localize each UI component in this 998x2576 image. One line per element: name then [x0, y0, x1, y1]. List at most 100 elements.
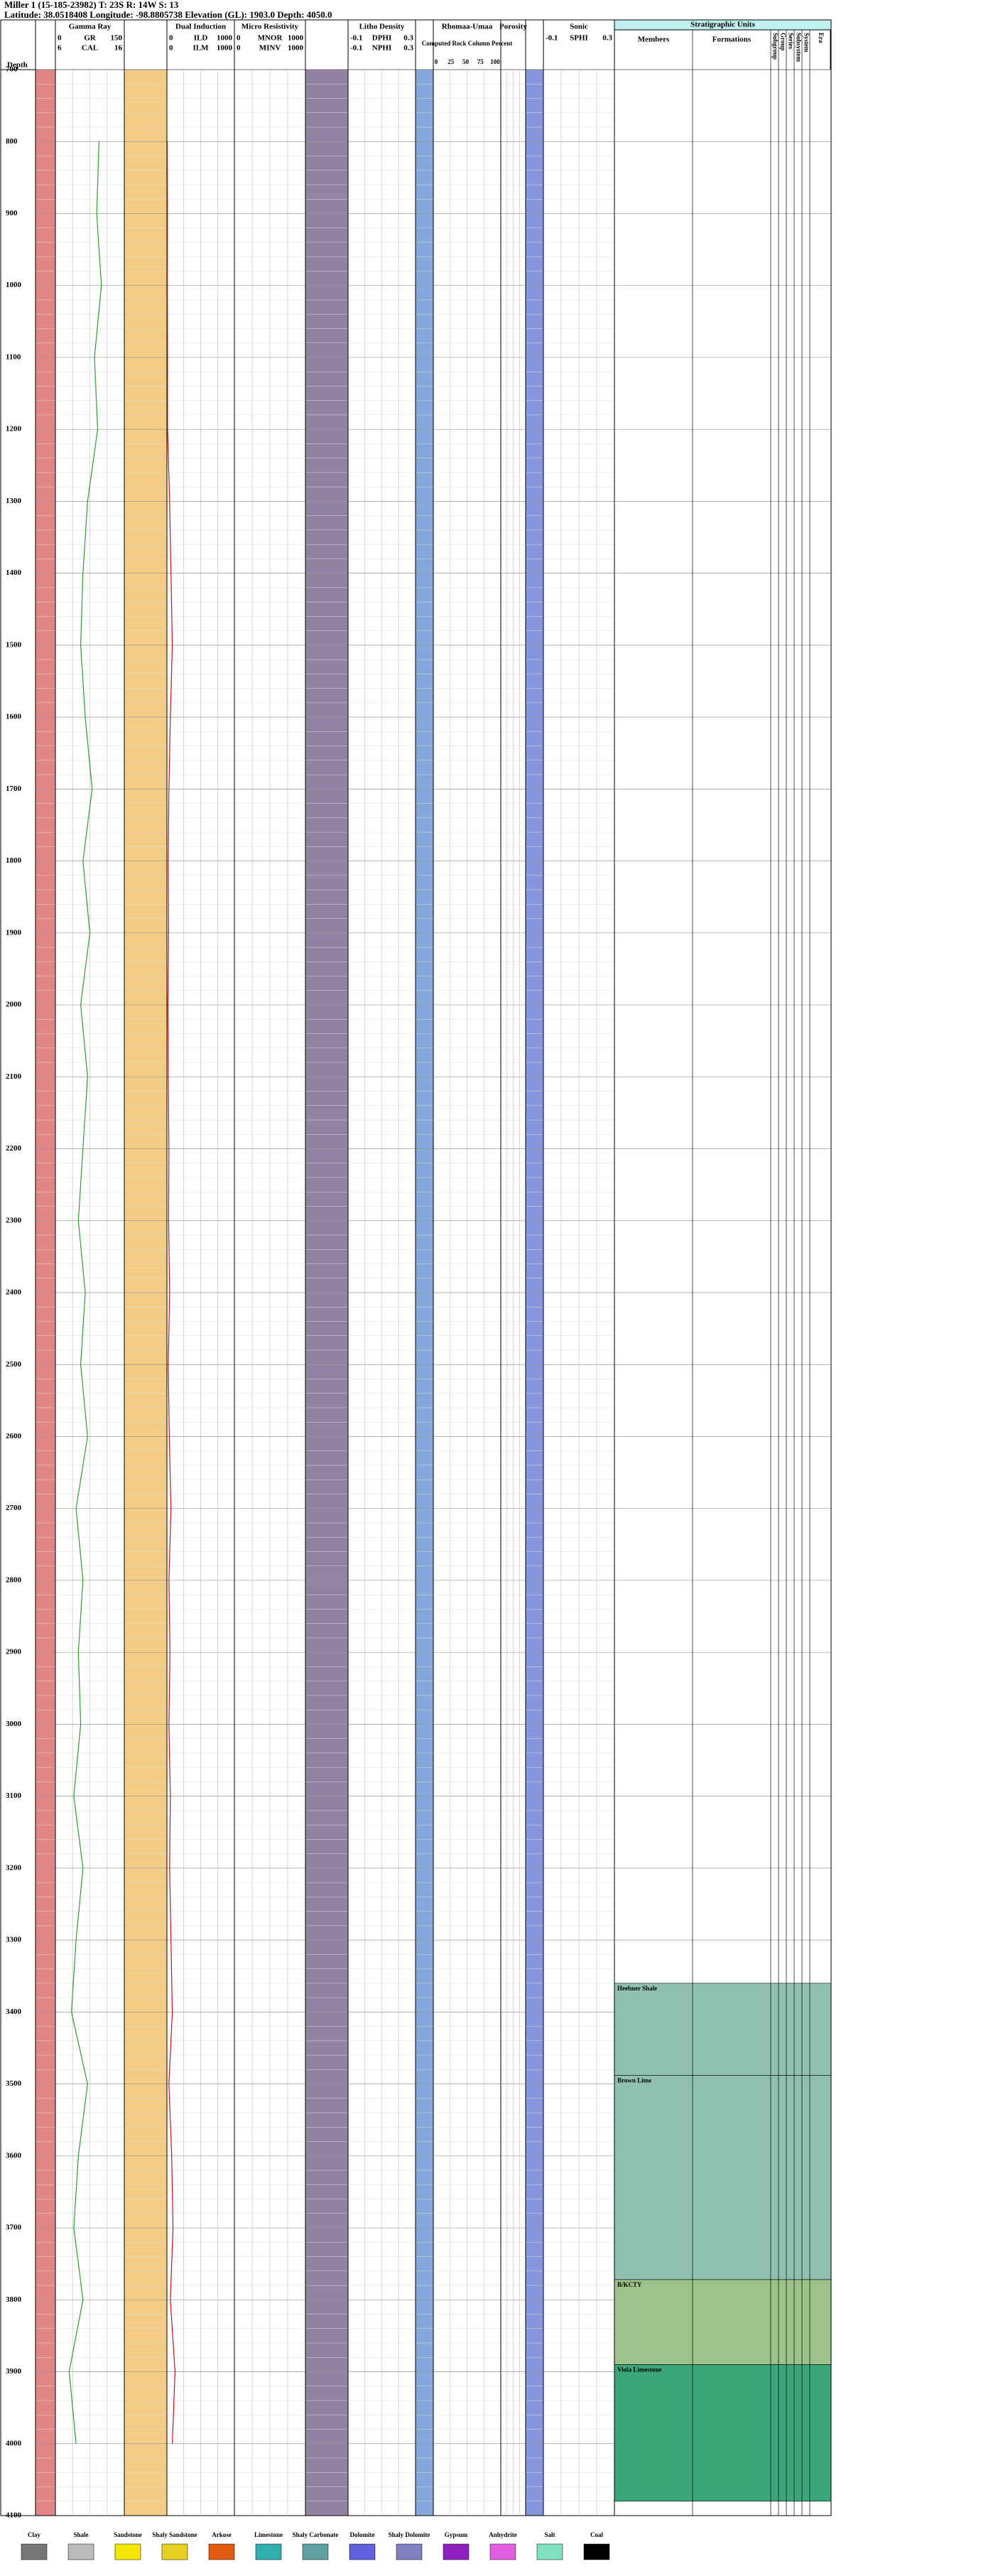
- legend-swatch: [302, 2543, 329, 2560]
- depth-tick-label: 1700: [6, 785, 22, 793]
- depth-tick-label: 2800: [6, 1575, 22, 1584]
- legend-swatch: [161, 2543, 188, 2560]
- legend-label: Sandstone: [114, 2531, 142, 2538]
- depth-tick-label: 1100: [6, 352, 21, 361]
- legend-label: Shale: [73, 2531, 88, 2538]
- depth-tick-label: 3600: [6, 2151, 22, 2160]
- depth-tick-label: 1500: [6, 640, 22, 649]
- track-title: Gamma Ray: [69, 23, 112, 31]
- rock-tick: 100: [490, 58, 500, 65]
- legend-label: Clay: [28, 2531, 41, 2538]
- curve-name: SPHI: [570, 34, 588, 43]
- curve-name: CAL: [82, 44, 98, 53]
- strat-col-title: Group: [779, 33, 786, 50]
- log-curve: [68, 141, 102, 2444]
- strat-unit: [614, 2364, 832, 2502]
- legend-label: Shaly Carbonate: [293, 2531, 339, 2538]
- depth-tick-label: 2900: [6, 1648, 22, 1656]
- curve-min: 0: [169, 44, 173, 53]
- curve-name: MNOR: [258, 34, 283, 43]
- curve-max: 16: [114, 44, 123, 53]
- legend-swatch: [21, 2543, 48, 2560]
- legend-label: Coal: [590, 2531, 603, 2538]
- curve-max: 0.3: [602, 34, 612, 43]
- depth-tick-label: 700: [6, 65, 18, 74]
- rock-tick: 75: [477, 58, 484, 65]
- curve-max: 1000: [217, 44, 233, 53]
- strat-unit: [614, 2279, 832, 2365]
- curve-min: -0.1: [546, 34, 558, 43]
- track-title: Dual Induction: [175, 23, 226, 31]
- curve-max: 0.3: [403, 44, 413, 53]
- track-title: Porosity: [499, 23, 527, 31]
- legend-label: Limestone: [254, 2531, 283, 2538]
- rock-column-title: Computed Rock Column Percent: [422, 40, 513, 47]
- depth-tick-label: 900: [6, 209, 18, 217]
- track: [415, 19, 434, 2516]
- depth-tick-label: 3800: [6, 2295, 22, 2304]
- depth-tick-label: 3700: [6, 2224, 22, 2232]
- curve-min: -0.1: [350, 34, 362, 43]
- rock-tick: 25: [448, 58, 455, 65]
- legend-swatch: [583, 2543, 610, 2560]
- depth-label: Depth: [7, 61, 28, 70]
- track-title: Sonic: [570, 23, 588, 31]
- curve-name: GR: [84, 34, 97, 43]
- rock-tick: 0: [435, 58, 438, 65]
- legend-label: Gypsum: [445, 2531, 468, 2538]
- curve-min: 0: [237, 44, 241, 53]
- legend-swatch: [536, 2543, 563, 2560]
- strat-col-title: Subsystem: [795, 33, 802, 63]
- strat-unit: [614, 2075, 832, 2280]
- curve-min: 0: [237, 34, 241, 43]
- depth-tick-label: 3000: [6, 1720, 22, 1728]
- depth-tick-label: 2600: [6, 1432, 22, 1440]
- depth-tick-label: 1000: [6, 281, 22, 289]
- curve-max: 1000: [288, 44, 304, 53]
- depth-tick-label: 1200: [6, 425, 22, 433]
- depth-tick-label: 1600: [6, 713, 22, 721]
- strat-col-title: Era: [818, 33, 825, 43]
- log-curve: [167, 141, 176, 2444]
- curve-max: 1000: [288, 34, 304, 43]
- strat-label: B/KCTY: [617, 2281, 642, 2288]
- strat-col-title: Members: [638, 36, 670, 44]
- legend-swatch: [349, 2543, 376, 2560]
- legend-label: Anhydrite: [489, 2531, 517, 2538]
- legend-swatch: [396, 2543, 423, 2560]
- depth-tick-label: 3300: [6, 1936, 22, 1944]
- track: [305, 19, 349, 2516]
- depth-tick-label: 1800: [6, 856, 22, 865]
- strat-unit: [614, 1983, 832, 2076]
- track: [124, 19, 168, 2516]
- legend-swatch: [255, 2543, 282, 2560]
- curve-max: 150: [111, 34, 123, 43]
- track-title: Litho Density: [359, 23, 405, 31]
- depth-tick-label: 2300: [6, 1216, 22, 1224]
- curve-name: ILD: [194, 34, 208, 43]
- rock-tick: 50: [462, 58, 470, 65]
- track: [525, 19, 544, 2516]
- depth-tick-label: 3500: [6, 2079, 22, 2088]
- legend-label: Dolomite: [350, 2531, 375, 2538]
- legend-swatch: [114, 2543, 141, 2560]
- depth-tick-label: 3900: [6, 2367, 22, 2376]
- depth-tick-label: 1300: [6, 497, 22, 505]
- track-title: Micro Resistivity: [242, 23, 299, 31]
- strat-col-title: Subgroup: [771, 33, 779, 60]
- log-title: Miller 1 (15-185-23982) T: 23S R: 14W S:…: [4, 0, 179, 10]
- curve-max: 0.3: [403, 34, 413, 43]
- depth-tick-label: 3200: [6, 1863, 22, 1872]
- depth-tick-label: 2700: [6, 1504, 22, 1512]
- depth-tick-label: 800: [6, 137, 18, 146]
- legend-swatch: [67, 2543, 94, 2560]
- curve-name: NPHI: [372, 44, 392, 53]
- legend-swatch: [489, 2543, 516, 2560]
- depth-tick-label: 2400: [6, 1288, 22, 1297]
- curve-min: 0: [58, 34, 62, 43]
- curve-min: -0.1: [350, 44, 362, 53]
- track-title: Rhomaa-Umaa: [442, 23, 493, 31]
- strat-label: Heebner Shale: [617, 1985, 657, 1992]
